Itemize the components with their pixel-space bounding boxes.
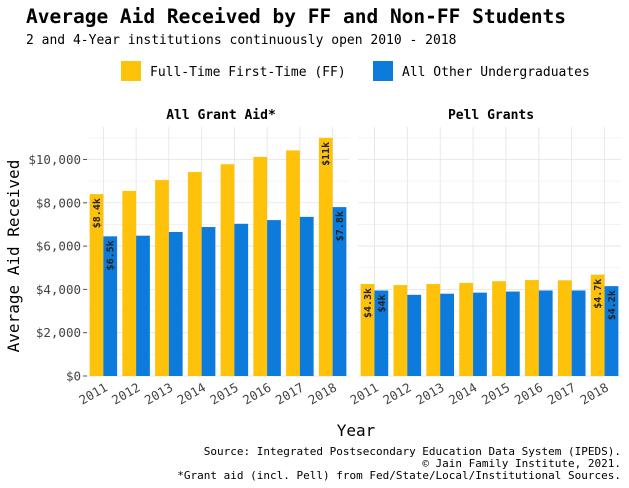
x-tick-label: 2013 bbox=[142, 380, 176, 408]
bar bbox=[187, 172, 202, 376]
x-tick-label: 2015 bbox=[479, 380, 513, 408]
caption-source: Source: Integrated Postsecondary Educati… bbox=[204, 445, 621, 458]
y-tick-label: $0 bbox=[66, 369, 81, 384]
data-label: $4k bbox=[377, 294, 388, 312]
data-label: $11k bbox=[321, 142, 332, 166]
bar bbox=[220, 164, 235, 376]
bar bbox=[393, 285, 408, 376]
x-tick-label: 2016 bbox=[240, 380, 274, 408]
bar bbox=[267, 220, 281, 376]
bar bbox=[286, 150, 300, 376]
bar bbox=[604, 286, 619, 376]
y-tick-label: $4,000 bbox=[36, 282, 81, 297]
y-tick-label: $10,000 bbox=[28, 152, 81, 167]
data-label: $4.3k bbox=[363, 288, 374, 318]
data-label: $6.5k bbox=[106, 240, 117, 270]
bar bbox=[318, 137, 333, 376]
bar bbox=[332, 207, 347, 376]
bar bbox=[440, 293, 454, 376]
data-labels: $8.4k $11k $6.5k $7.8k $4.3k $4.7k $4k $4.2k bbox=[92, 142, 618, 320]
y-tick-label: $8,000 bbox=[36, 195, 81, 210]
bar bbox=[557, 280, 572, 376]
y-axis-title: Average Aid Received bbox=[4, 160, 23, 353]
bar bbox=[459, 282, 474, 376]
chart-title: Average Aid Received by FF and Non-FF St… bbox=[26, 5, 566, 28]
bar bbox=[89, 194, 104, 376]
legend: Full-Time First-Time (FF) All Other Unde… bbox=[121, 61, 590, 81]
bar bbox=[122, 190, 137, 376]
x-tick-label: 2017 bbox=[545, 380, 579, 408]
bar bbox=[492, 281, 506, 376]
x-tick-label: 2014 bbox=[446, 380, 480, 408]
bar bbox=[136, 235, 150, 376]
bar bbox=[407, 294, 422, 376]
bar bbox=[299, 216, 314, 376]
panel-title-all-grant: All Grant Aid* bbox=[166, 108, 276, 123]
data-label: $7.8k bbox=[335, 211, 346, 241]
x-axis-ticks: 2011 2012 2013 2014 2015 2016 2017 2018 2011 2012… bbox=[76, 380, 611, 408]
data-label: $4.2k bbox=[607, 290, 618, 320]
y-tick-label: $6,000 bbox=[36, 239, 81, 254]
legend-swatch-other bbox=[373, 61, 393, 81]
chart-subtitle: 2 and 4-Year institutions continuously o… bbox=[26, 33, 456, 48]
bar bbox=[168, 232, 183, 376]
x-axis-title: Year bbox=[337, 421, 376, 440]
y-axis-ticks: $0 $2,000 $4,000 $6,000 $8,000 $10,000 bbox=[28, 152, 87, 384]
bar bbox=[253, 156, 268, 376]
x-tick-label: 2017 bbox=[273, 380, 307, 408]
bar bbox=[103, 236, 118, 376]
legend-swatch-ff bbox=[121, 61, 141, 81]
x-tick-label: 2014 bbox=[175, 380, 209, 408]
bar bbox=[473, 292, 487, 376]
caption-footnote: *Grant aid (incl. Pell) from Fed/State/L… bbox=[177, 469, 621, 482]
data-label: $8.4k bbox=[92, 198, 103, 228]
x-tick-label: 2018 bbox=[306, 380, 340, 408]
legend-label-ff: Full-Time First-Time (FF) bbox=[150, 65, 346, 80]
x-tick-label: 2012 bbox=[380, 380, 414, 408]
x-tick-label: 2011 bbox=[76, 380, 110, 408]
x-tick-label: 2016 bbox=[512, 380, 546, 408]
x-tick-label: 2011 bbox=[347, 380, 381, 408]
data-label: $4.7k bbox=[593, 279, 604, 309]
x-tick-label: 2018 bbox=[577, 380, 611, 408]
bar bbox=[538, 290, 553, 376]
x-tick-label: 2015 bbox=[207, 380, 241, 408]
y-tick-label: $2,000 bbox=[36, 325, 81, 340]
bar bbox=[155, 180, 169, 376]
bar bbox=[234, 223, 249, 376]
bar bbox=[505, 291, 520, 376]
panel-title-pell: Pell Grants bbox=[448, 108, 534, 123]
caption-copyright: © Jain Family Institute, 2021. bbox=[422, 457, 621, 470]
x-tick-label: 2012 bbox=[109, 380, 143, 408]
bar bbox=[525, 280, 539, 376]
bar bbox=[590, 274, 605, 376]
legend-label-other: All Other Undergraduates bbox=[402, 65, 590, 80]
bar bbox=[571, 290, 586, 376]
bars bbox=[89, 137, 619, 376]
bar bbox=[201, 227, 216, 376]
bar bbox=[360, 283, 375, 376]
bar bbox=[374, 290, 389, 376]
x-tick-label: 2013 bbox=[413, 380, 447, 408]
bar bbox=[426, 283, 441, 376]
